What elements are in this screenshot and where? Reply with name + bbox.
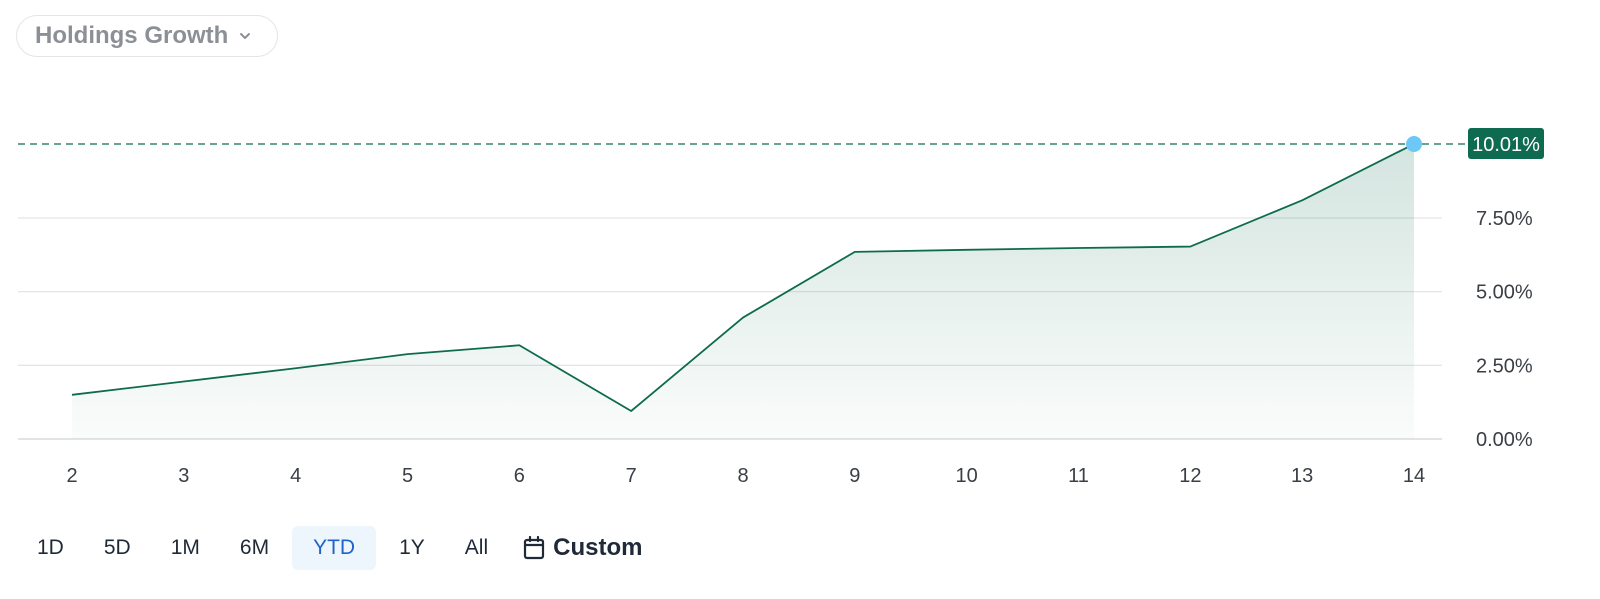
holdings-growth-chart: 0.00% 2.50% 5.00% 7.50% 2 3 4 5 6 7 8 9 10 11 12 13 14 10… — [18, 128, 1544, 487]
x-tick-label: 14 — [1403, 465, 1425, 487]
current-value-badge — [1468, 128, 1544, 159]
range-button-5d[interactable]: 5D — [103, 536, 131, 559]
custom-range-button[interactable]: Custom — [511, 526, 654, 570]
y-tick-label: 2.50% — [1476, 355, 1533, 377]
x-tick-label: 13 — [1291, 465, 1313, 487]
x-tick-label: 8 — [737, 465, 748, 487]
x-tick-label: 6 — [514, 465, 525, 487]
x-tick-label: 10 — [956, 465, 978, 487]
x-tick-label: 9 — [849, 465, 860, 487]
y-tick-label: 0.00% — [1476, 429, 1533, 451]
series-line — [71, 143, 1415, 412]
range-button-1d[interactable]: 1D — [37, 536, 64, 559]
time-range-selector: 1D 5D 1M 6M YTD 1Y All Custom — [20, 526, 654, 570]
calendar-icon — [523, 536, 545, 560]
metric-selector-label: Holdings Growth — [35, 22, 229, 49]
series-area — [72, 144, 1414, 439]
chevron-down-icon — [238, 29, 252, 43]
x-tick-label: 5 — [402, 465, 413, 487]
custom-range-label: Custom — [553, 534, 643, 561]
x-tick-label: 4 — [290, 465, 301, 487]
x-tick-label: 7 — [626, 465, 637, 487]
x-tick-label: 11 — [1068, 465, 1089, 487]
range-button-1y[interactable]: 1Y — [399, 536, 425, 559]
x-tick-label: 12 — [1179, 465, 1201, 487]
y-tick-label: 7.50% — [1476, 208, 1533, 230]
x-tick-label: 3 — [178, 465, 189, 487]
y-tick-label: 5.00% — [1476, 282, 1533, 304]
current-value-marker[interactable] — [1406, 136, 1422, 152]
range-button-6m[interactable]: 6M — [239, 536, 270, 559]
current-value-label: 10.01% — [1472, 134, 1540, 156]
x-tick-label: 2 — [66, 465, 77, 487]
range-button-all[interactable]: All — [464, 536, 489, 559]
metric-selector-dropdown[interactable]: Holdings Growth — [16, 15, 278, 57]
range-button-1m[interactable]: 1M — [170, 536, 200, 559]
range-button-ytd[interactable]: YTD — [292, 526, 377, 570]
